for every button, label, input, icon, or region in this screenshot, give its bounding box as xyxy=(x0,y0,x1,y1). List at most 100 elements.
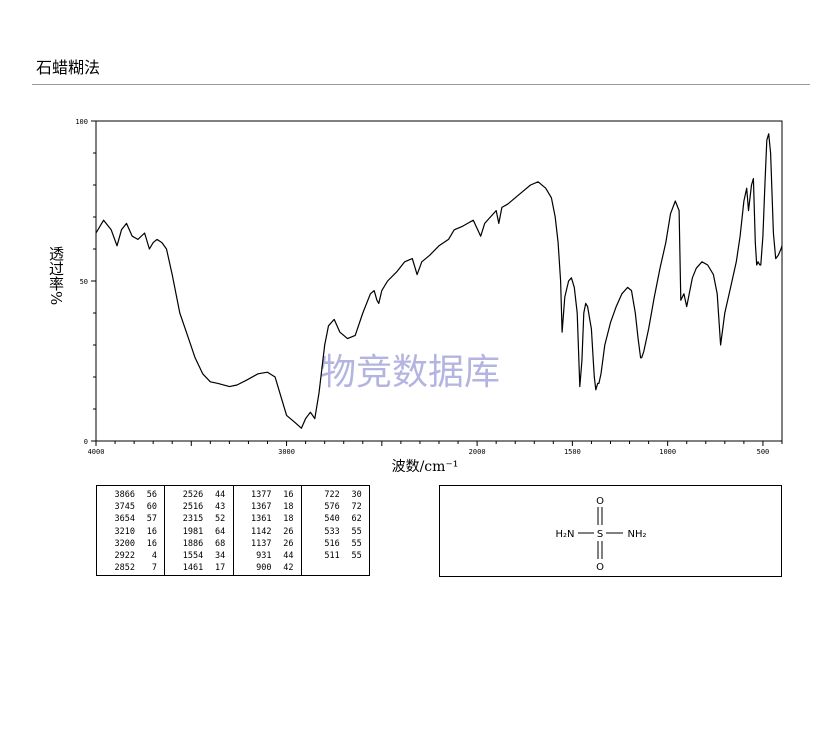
peak-transmittance: 4 xyxy=(151,550,157,561)
peak-table-column: 2526 44 2516 43 2315 52 1981 64 1886 68 1554 34 1461… xyxy=(164,486,232,575)
x-tick-label: 1500 xyxy=(564,448,581,456)
peak-transmittance: 16 xyxy=(283,490,294,500)
peak-transmittance: 44 xyxy=(283,550,294,561)
peak-table-row: 3200 16 xyxy=(97,538,164,550)
peak-table-row: 576 72 xyxy=(302,501,369,513)
peak-transmittance: 43 xyxy=(215,502,226,513)
peak-transmittance: 44 xyxy=(215,490,226,500)
peak-wavenumber: 2852 xyxy=(114,563,135,574)
peak-transmittance: 7 xyxy=(151,563,157,574)
peak-wavenumber: 1361 xyxy=(251,514,272,525)
x-axis-label: 波数/cm⁻¹ xyxy=(392,459,459,475)
sulfamide-structure: O S O H₂N NH₂ xyxy=(555,496,646,573)
peak-transmittance: 72 xyxy=(351,502,362,513)
peak-wavenumber: 3654 xyxy=(114,514,135,525)
peak-wavenumber: 533 xyxy=(324,526,340,537)
left-amino-group: H₂N xyxy=(555,529,574,540)
peak-transmittance: 26 xyxy=(283,526,294,537)
bottom-oxygen-atom: O xyxy=(596,562,604,573)
peak-transmittance: 52 xyxy=(215,514,226,525)
x-tick-labels: 4000 3000 2000 1500 1000 500 xyxy=(88,448,770,456)
peak-table-row: 1361 18 xyxy=(234,513,301,525)
peak-table-row: 1554 34 xyxy=(165,550,232,562)
peak-table-row: 1981 64 xyxy=(165,526,232,538)
peak-wavenumber: 516 xyxy=(324,538,340,549)
peak-wavenumber: 1981 xyxy=(182,526,204,537)
peak-transmittance: 62 xyxy=(351,514,362,525)
peak-table-row: 1461 17 xyxy=(165,562,232,574)
peak-table-row: 1886 68 xyxy=(165,538,232,550)
peak-wavenumber: 2526 xyxy=(182,490,204,500)
peak-table-row: 931 44 xyxy=(234,550,301,562)
peak-transmittance: 17 xyxy=(215,563,226,574)
peak-wavenumber: 1377 xyxy=(251,490,272,500)
peak-table-row: 1367 18 xyxy=(234,501,301,513)
peak-table-row: 1142 26 xyxy=(234,526,301,538)
peak-table-row: 533 55 xyxy=(302,526,369,538)
center-sulfur-atom: S xyxy=(597,529,603,540)
peak-table-row: 900 42 xyxy=(234,562,301,574)
peak-table-row: 2852 7 xyxy=(97,562,164,574)
peak-wavenumber: 540 xyxy=(324,514,340,525)
right-amino-group: NH₂ xyxy=(627,529,646,540)
peak-wavenumber: 722 xyxy=(324,490,340,500)
peak-transmittance: 55 xyxy=(351,538,362,549)
x-tick-label: 3000 xyxy=(278,448,295,456)
peak-wavenumber: 2922 xyxy=(114,550,135,561)
y-tick-labels: 0 50 100 xyxy=(75,118,88,446)
x-tick-label: 500 xyxy=(757,448,770,456)
peak-transmittance: 18 xyxy=(283,514,294,525)
peak-transmittance: 55 xyxy=(351,550,362,561)
peak-wavenumber: 1461 xyxy=(182,563,204,574)
peak-transmittance: 68 xyxy=(215,538,226,549)
x-tick-label: 1000 xyxy=(659,448,676,456)
peak-table-column: 722 30 576 72 540 62 533 55 516 55 511 55 xyxy=(300,486,369,575)
x-tick-label: 2000 xyxy=(469,448,486,456)
header-divider xyxy=(32,84,810,85)
peak-wavenumber: 1367 xyxy=(251,502,272,513)
peak-table-column: 1377 16 1367 18 1361 18 1142 26 1137 26 931 44 900 42 xyxy=(232,486,301,575)
peak-table-row: 722 30 xyxy=(302,489,369,501)
peak-table: 3866 56 3745 60 3654 57 3210 16 3200 16 2922 4 2852 7… xyxy=(96,485,370,576)
peak-table-row: 2526 44 xyxy=(165,489,232,501)
peak-wavenumber: 3866 xyxy=(114,490,135,500)
y-tick-label: 0 xyxy=(84,438,88,446)
peak-wavenumber: 1554 xyxy=(182,550,204,561)
peak-wavenumber: 1886 xyxy=(182,538,204,549)
peak-transmittance: 18 xyxy=(283,502,294,513)
axis-ticks xyxy=(91,120,783,446)
peak-table-row: 1377 16 xyxy=(234,489,301,501)
peak-table-row: 3745 60 xyxy=(97,501,164,513)
y-tick-label: 100 xyxy=(75,118,88,126)
peak-wavenumber: 2315 xyxy=(182,514,204,525)
spectrum-series-line xyxy=(95,133,783,429)
peak-table-row: 516 55 xyxy=(302,538,369,550)
page-title: 石蜡糊法 xyxy=(36,58,101,77)
peak-wavenumber: 900 xyxy=(256,563,272,574)
peak-table-row: 3866 56 xyxy=(97,489,164,501)
peak-transmittance: 42 xyxy=(283,563,294,574)
peak-transmittance: 26 xyxy=(283,538,294,549)
watermark: 物竞数据库 xyxy=(320,352,500,393)
peak-wavenumber: 1142 xyxy=(251,526,272,537)
peak-table-row: 540 62 xyxy=(302,513,369,525)
peak-transmittance: 60 xyxy=(146,502,157,513)
peak-table-row: 3654 57 xyxy=(97,513,164,525)
ir-spectrum-chart: 4000 3000 2000 1500 1000 500 0 50 100 物竞数据库 波数/… xyxy=(75,118,783,475)
peak-wavenumber: 931 xyxy=(256,550,272,561)
peak-wavenumber: 2516 xyxy=(182,502,204,513)
peak-table-row: 2922 4 xyxy=(97,550,164,562)
peak-table-row: 511 55 xyxy=(302,550,369,562)
peak-table-row: 3210 16 xyxy=(97,526,164,538)
plot-frame xyxy=(95,120,783,442)
peak-transmittance: 30 xyxy=(351,490,362,500)
peak-wavenumber: 3200 xyxy=(114,538,135,549)
y-tick-label: 50 xyxy=(80,278,88,286)
peak-table-row: 1137 26 xyxy=(234,538,301,550)
x-tick-label: 4000 xyxy=(88,448,105,456)
peak-wavenumber: 511 xyxy=(324,550,340,561)
peak-transmittance: 34 xyxy=(215,550,226,561)
peak-table-column: 3866 56 3745 60 3654 57 3210 16 3200 16 2922 4 2852 7 xyxy=(97,486,164,575)
peak-transmittance: 64 xyxy=(215,526,226,537)
peak-transmittance: 56 xyxy=(146,490,157,500)
